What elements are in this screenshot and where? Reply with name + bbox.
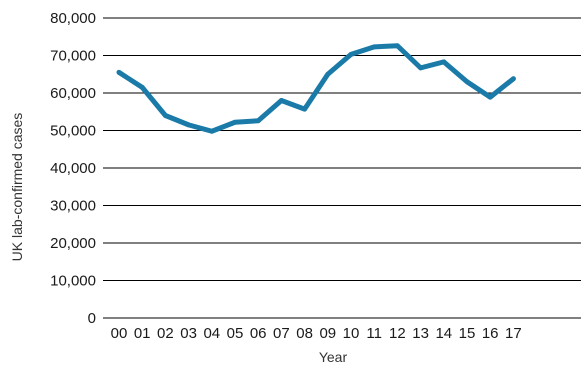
series-line <box>116 43 516 134</box>
x-tick-label: 14 <box>435 325 452 342</box>
x-tick-label: 13 <box>412 325 429 342</box>
data-point <box>139 84 145 90</box>
data-point <box>418 65 423 71</box>
data-point <box>255 118 261 124</box>
y-tick-label: 30,000 <box>50 198 96 215</box>
y-tick-label: 20,000 <box>50 235 96 252</box>
y-tick-label: 40,000 <box>50 160 96 177</box>
x-tick-label: 12 <box>389 325 406 342</box>
y-axis-title: UK lab-confirmed cases <box>9 113 25 262</box>
x-axis-title: Year <box>319 349 348 365</box>
x-tick-label: 10 <box>343 325 360 342</box>
data-point <box>511 76 516 82</box>
x-tick-label: 07 <box>273 325 290 342</box>
data-point <box>163 113 168 118</box>
x-tick-label: 05 <box>227 325 244 342</box>
grid-lines <box>103 17 581 319</box>
x-tick-label: 01 <box>134 325 151 342</box>
data-point <box>186 122 192 128</box>
data-point <box>232 119 238 125</box>
data-point <box>116 69 122 75</box>
x-tick-label: 09 <box>319 325 336 342</box>
x-tick-label: 02 <box>157 325 174 342</box>
series-layer <box>116 43 516 134</box>
y-tick-label: 70,000 <box>50 48 96 65</box>
data-point <box>209 128 215 134</box>
x-tick-labels: 00 01 02 03 04 05 06 07 08 09 10 11 12 13 14 15 16 17 <box>111 325 522 342</box>
y-tick-label: 0 <box>88 310 96 327</box>
x-tick-label: 06 <box>250 325 267 342</box>
data-point <box>348 51 354 57</box>
data-point <box>441 59 447 65</box>
data-point <box>279 98 284 103</box>
data-point <box>395 43 400 49</box>
x-tick-label: 11 <box>366 325 382 342</box>
x-tick-label: 04 <box>203 325 220 342</box>
y-tick-label: 10,000 <box>50 273 96 290</box>
x-tick-label: 15 <box>459 325 476 342</box>
data-point <box>464 79 470 85</box>
x-tick-label: 00 <box>111 325 128 342</box>
data-point <box>302 106 307 112</box>
x-tick-label: 17 <box>505 325 522 342</box>
data-point <box>487 94 493 100</box>
data-point <box>371 44 377 50</box>
data-point <box>325 71 331 77</box>
y-tick-labels: 0 10,000 20,000 30,000 40,000 50,000 60,000 70,… <box>50 10 96 327</box>
y-tick-label: 80,000 <box>50 10 96 27</box>
y-tick-label: 50,000 <box>50 123 96 140</box>
x-tick-label: 03 <box>180 325 197 342</box>
y-tick-label: 60,000 <box>50 85 96 102</box>
x-tick-label: 08 <box>296 325 313 342</box>
x-tick-label: 16 <box>482 325 499 342</box>
